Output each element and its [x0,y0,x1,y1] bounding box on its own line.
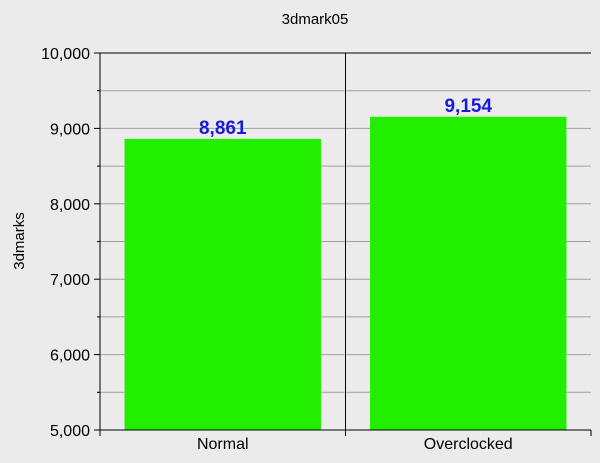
bar-overclocked [370,116,567,431]
labels: 5,000 6,000 7,000 8,000 9,000 10,000 Normal Ove… [41,46,513,453]
x-tick-label: Normal [197,436,249,453]
axes [94,52,592,436]
y-tick-label: 10,000 [41,46,90,63]
data-label: 8,861 [199,118,247,139]
bar-normal [124,138,321,430]
y-axis-label: 3dmarks [11,212,28,270]
x-tick-label: Overclocked [424,436,513,453]
y-tick-label: 7,000 [50,272,90,289]
y-tick-label: 6,000 [50,348,90,365]
bars [124,116,567,431]
y-tick-label: 8,000 [50,197,90,214]
y-tick-label: 9,000 [50,121,90,138]
data-label: 9,154 [444,96,492,117]
chart-title: 3dmark05 [282,11,349,28]
y-tick-label: 5,000 [50,423,90,440]
